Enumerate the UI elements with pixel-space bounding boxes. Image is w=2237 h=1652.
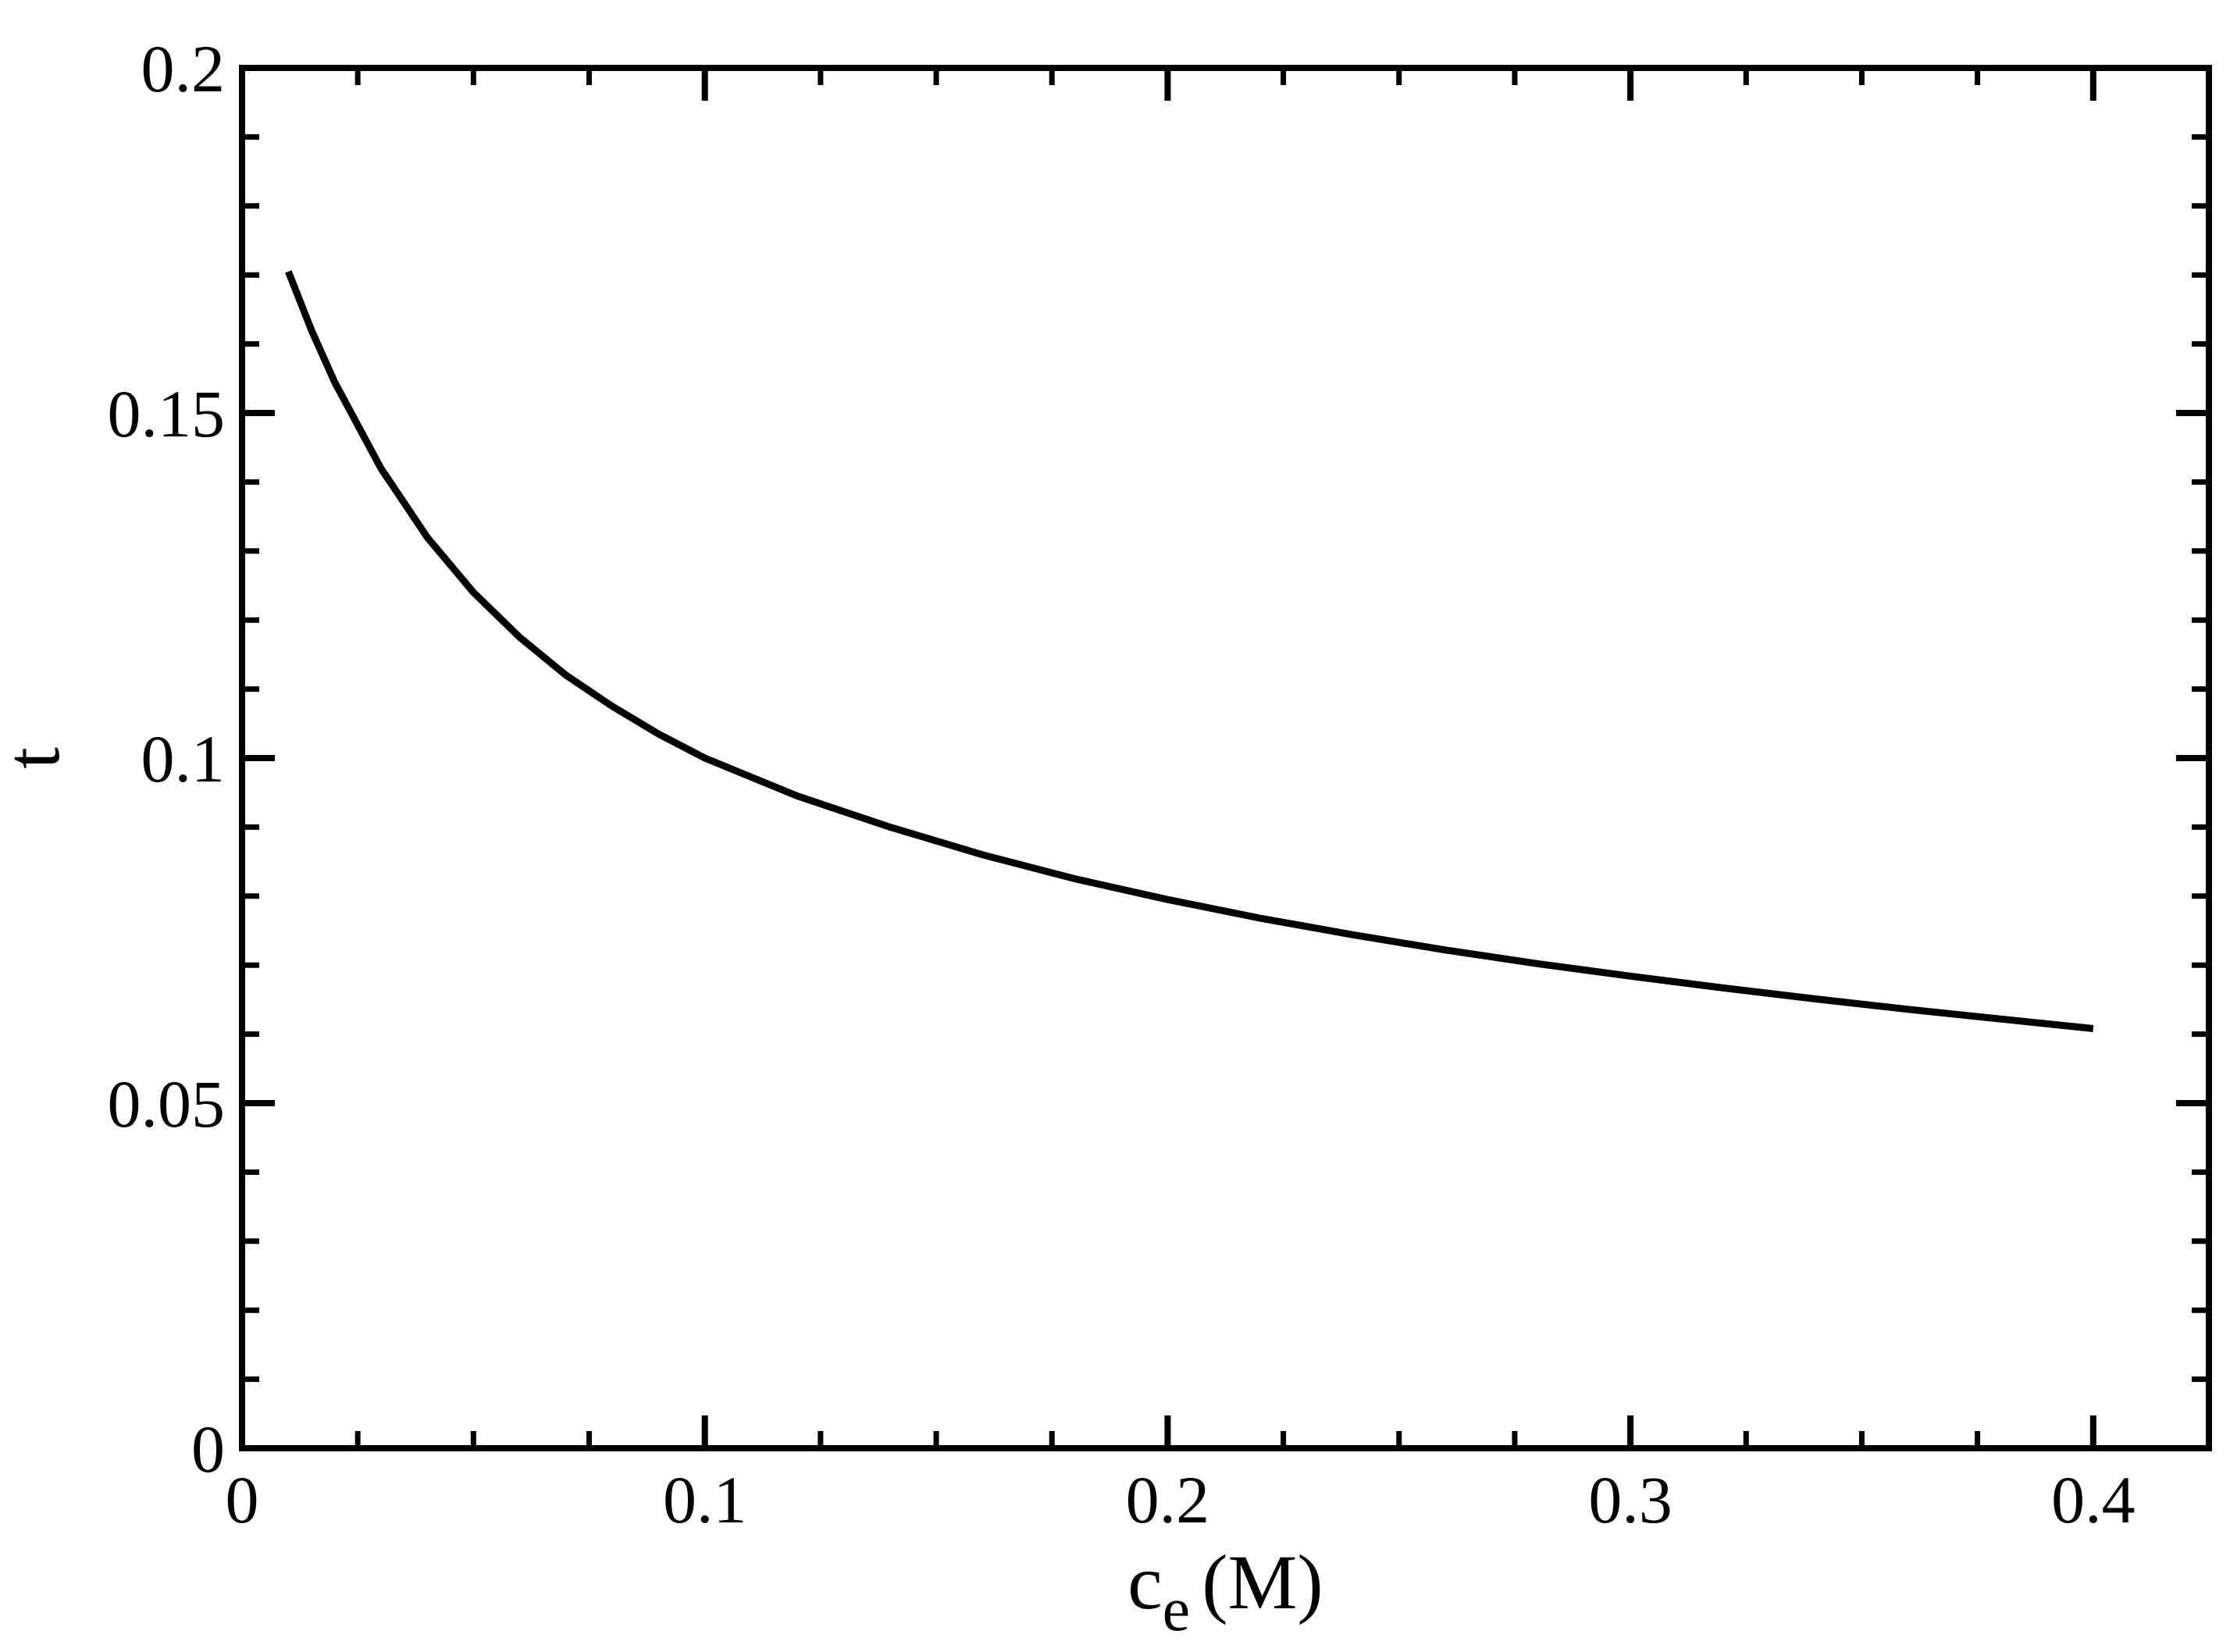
x-axis-title-unit: (M) bbox=[1202, 1539, 1323, 1625]
plot-frame bbox=[239, 65, 2212, 1451]
y-tick-label: 0 bbox=[191, 1412, 225, 1486]
tick-labels: 0 0.1 0.2 0.3 0.4 0 0.05 0.1 0.15 0.2 bbox=[108, 31, 2135, 1537]
major-ticks bbox=[239, 65, 2209, 1451]
x-axis-title-subscript: e bbox=[1163, 1575, 1191, 1644]
y-axis-title: t bbox=[0, 747, 76, 769]
x-tick-label: 0.4 bbox=[2051, 1462, 2135, 1537]
x-tick-label: 0.2 bbox=[1126, 1462, 1210, 1537]
y-tick-label: 0.15 bbox=[108, 376, 226, 451]
x-axis-title: ce (M) bbox=[1127, 1539, 1323, 1644]
y-tick-label: 0.2 bbox=[141, 31, 226, 106]
x-axis-title-main: c bbox=[1127, 1539, 1162, 1625]
x-tick-label: 0 bbox=[226, 1462, 259, 1537]
y-tick-label: 0.1 bbox=[141, 721, 226, 796]
y-tick-label: 0.05 bbox=[108, 1066, 226, 1141]
x-tick-label: 0.1 bbox=[663, 1462, 747, 1537]
series-line bbox=[285, 270, 2094, 1032]
x-tick-label: 0.3 bbox=[1588, 1462, 1672, 1537]
minor-ticks bbox=[242, 68, 2212, 1448]
